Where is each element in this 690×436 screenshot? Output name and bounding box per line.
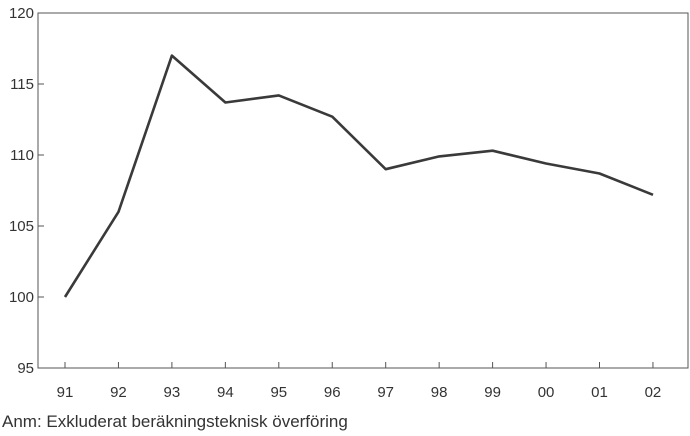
x-tick-label: 01 <box>591 384 608 401</box>
y-axis: 95 100 105 110 115 120 <box>9 5 44 377</box>
y-tick-label: 115 <box>10 76 34 93</box>
y-tick-label: 100 <box>9 289 34 306</box>
series-line <box>63 54 654 298</box>
x-tick-label: 96 <box>324 384 341 401</box>
y-tick-label: 110 <box>10 147 34 164</box>
x-tick-label: 99 <box>484 384 501 401</box>
y-tick-label: 105 <box>9 218 34 235</box>
x-tick-label: 02 <box>645 384 662 401</box>
chart-footnote: Anm: Exkluderat beräkningsteknisk överfö… <box>2 412 348 431</box>
x-tick-label: 91 <box>57 384 74 401</box>
x-tick-label: 92 <box>110 384 127 401</box>
x-tick-label: 94 <box>217 384 234 401</box>
y-tick-label: 120 <box>9 5 34 22</box>
x-tick-label: 95 <box>270 384 287 401</box>
x-tick-label: 98 <box>431 384 448 401</box>
x-tick-label: 00 <box>538 384 555 401</box>
x-tick-label: 97 <box>377 384 394 401</box>
x-tick-label: 93 <box>164 384 181 401</box>
y-tick-label: 95 <box>17 360 34 377</box>
x-axis: 91 92 93 94 95 96 97 98 99 00 01 02 <box>57 362 662 401</box>
line-chart: 95 100 105 110 115 120 91 92 93 94 95 96 97 98 99 00 01… <box>9 5 689 401</box>
plot-frame <box>37 12 689 369</box>
